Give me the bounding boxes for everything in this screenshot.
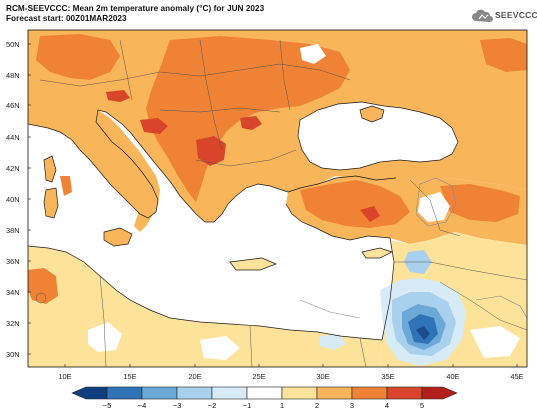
lat-label: 32N xyxy=(6,319,20,328)
colorbar-segment xyxy=(211,386,248,400)
colorbar-label: −1 xyxy=(242,401,252,410)
colorbar-segment xyxy=(176,386,213,400)
colorbar-segment xyxy=(386,386,423,400)
colorbar-label: −3 xyxy=(172,401,182,410)
lon-label: 25E xyxy=(252,372,266,381)
colorbar-label: −4 xyxy=(137,401,147,410)
colorbar-segment xyxy=(351,386,388,400)
lon-label: 20E xyxy=(188,372,202,381)
lon-label: 30E xyxy=(316,372,330,381)
colorbar-label: −2 xyxy=(207,401,217,410)
lat-label: 36N xyxy=(6,257,20,266)
land-europe xyxy=(28,30,527,222)
black-sea xyxy=(298,102,458,170)
colorbar-segment xyxy=(246,386,283,400)
colorbar-segment xyxy=(281,386,318,400)
cloud-icon xyxy=(472,9,493,22)
colorbar-segment xyxy=(421,386,458,400)
colorbar-label: 4 xyxy=(384,401,390,410)
colorbar-segment xyxy=(71,386,108,400)
lat-label: 44N xyxy=(6,133,20,142)
lat-label: 50N xyxy=(6,40,20,49)
lon-label: 40E xyxy=(446,372,460,381)
colorbar-segment xyxy=(316,386,353,400)
title-line-2: Forecast start: 00Z01MAR2023 xyxy=(6,14,127,23)
colorbar-label: −5 xyxy=(102,401,112,410)
lon-label: 10E xyxy=(58,372,72,381)
logo-text: SEEVCCC xyxy=(495,10,537,20)
lat-label: 34N xyxy=(6,288,20,297)
lon-label: 35E xyxy=(381,372,395,381)
colorbar xyxy=(71,386,458,400)
colorbar-label: 3 xyxy=(349,401,355,410)
map-frame xyxy=(27,29,528,368)
lat-label: 40N xyxy=(6,195,20,204)
lat-label: 30N xyxy=(6,350,20,359)
colorbar-label: 1 xyxy=(279,401,285,410)
title-line-1: RCM-SEEVCCC: Mean 2m temperature anomaly… xyxy=(6,4,265,13)
lat-label: 46N xyxy=(6,101,20,110)
lat-label: 38N xyxy=(6,226,20,235)
lon-label: 15E xyxy=(123,372,137,381)
lon-label: 45E xyxy=(510,372,524,381)
colorbar-label: 5 xyxy=(419,401,425,410)
lat-label: 48N xyxy=(6,71,20,80)
colorbar-segment xyxy=(141,386,178,400)
colorbar-label: 2 xyxy=(314,401,320,410)
lat-label: 42N xyxy=(6,164,20,173)
colorbar-segment xyxy=(106,386,143,400)
map-title: RCM-SEEVCCC: Mean 2m temperature anomaly… xyxy=(6,4,264,24)
